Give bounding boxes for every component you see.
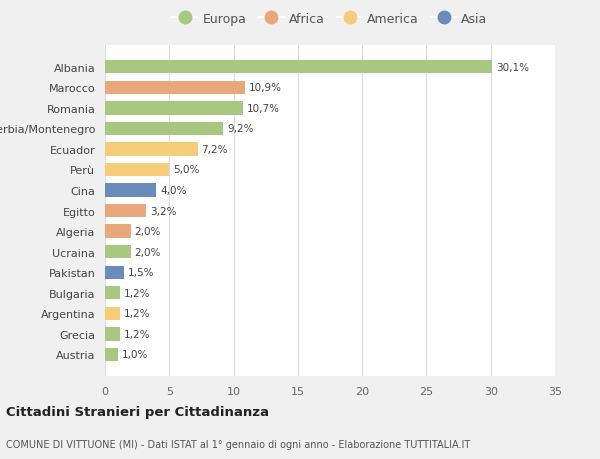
Text: 2,0%: 2,0% bbox=[134, 227, 161, 237]
Text: 7,2%: 7,2% bbox=[202, 145, 228, 155]
Bar bbox=[105, 184, 157, 197]
Text: 10,7%: 10,7% bbox=[247, 104, 280, 113]
Text: 30,1%: 30,1% bbox=[496, 62, 529, 73]
Bar bbox=[105, 102, 242, 115]
Bar bbox=[105, 143, 197, 156]
Bar bbox=[105, 266, 124, 280]
Text: 9,2%: 9,2% bbox=[227, 124, 254, 134]
Bar bbox=[105, 246, 131, 259]
Bar bbox=[105, 61, 492, 74]
Text: 3,2%: 3,2% bbox=[150, 206, 176, 216]
Text: 1,2%: 1,2% bbox=[124, 309, 151, 319]
Text: Cittadini Stranieri per Cittadinanza: Cittadini Stranieri per Cittadinanza bbox=[6, 405, 269, 419]
Text: 5,0%: 5,0% bbox=[173, 165, 200, 175]
Bar bbox=[105, 328, 121, 341]
Bar bbox=[105, 225, 131, 238]
Text: 4,0%: 4,0% bbox=[160, 185, 187, 196]
Bar bbox=[105, 123, 223, 136]
Text: 10,9%: 10,9% bbox=[249, 83, 282, 93]
Text: 1,5%: 1,5% bbox=[128, 268, 155, 278]
Text: 1,2%: 1,2% bbox=[124, 329, 151, 339]
Text: COMUNE DI VITTUONE (MI) - Dati ISTAT al 1° gennaio di ogni anno - Elaborazione T: COMUNE DI VITTUONE (MI) - Dati ISTAT al … bbox=[6, 440, 470, 449]
Bar bbox=[105, 204, 146, 218]
Bar bbox=[105, 307, 121, 320]
Bar bbox=[105, 348, 118, 361]
Legend: Europa, Africa, America, Asia: Europa, Africa, America, Asia bbox=[172, 12, 488, 25]
Bar bbox=[105, 163, 169, 177]
Bar bbox=[105, 81, 245, 95]
Bar bbox=[105, 286, 121, 300]
Text: 1,0%: 1,0% bbox=[122, 350, 148, 360]
Text: 1,2%: 1,2% bbox=[124, 288, 151, 298]
Text: 2,0%: 2,0% bbox=[134, 247, 161, 257]
